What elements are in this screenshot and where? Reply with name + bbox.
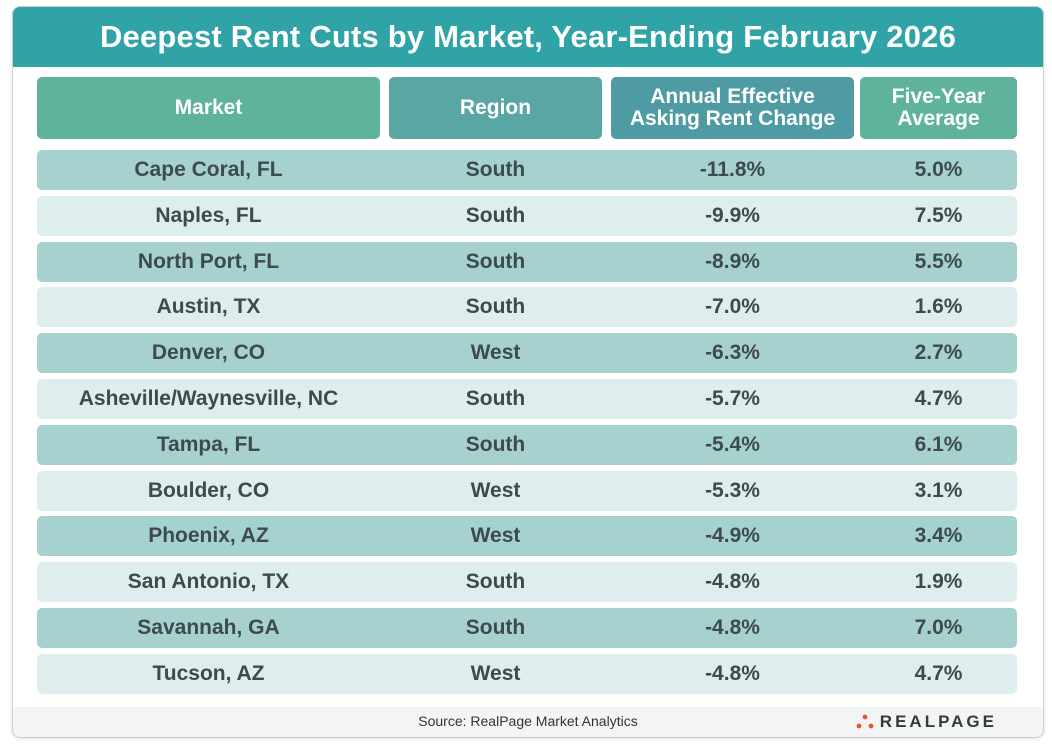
chart-title-bar: Deepest Rent Cuts by Market, Year-Ending… (13, 7, 1043, 67)
cell-market: Asheville/Waynesville, NC (78, 387, 339, 410)
cell-five-year-average: 1.6% (914, 295, 963, 318)
cell-region: South (465, 433, 526, 456)
cell-five-year-average: 4.7% (914, 662, 963, 685)
cell-market: San Antonio, TX (127, 570, 290, 593)
cell-market: North Port, FL (137, 250, 280, 273)
cell-annual-change: -7.0% (705, 295, 760, 318)
cell-five-year-average: 7.5% (914, 204, 963, 227)
column-header-annual-line2: Asking Rent Change (629, 107, 836, 130)
table-row: Boulder, CO West -5.3% 3.1% (37, 471, 1017, 511)
table-row: Cape Coral, FL South -11.8% 5.0% (37, 150, 1017, 190)
cell-region: South (465, 250, 526, 273)
cell-five-year-average: 5.5% (914, 250, 963, 273)
cell-five-year-average: 7.0% (914, 616, 963, 639)
cell-market: Boulder, CO (147, 479, 270, 502)
cell-region: South (465, 204, 526, 227)
cell-region: West (470, 662, 521, 685)
source-note: Source: RealPage Market Analytics (418, 713, 638, 729)
column-header-region: Region (389, 77, 602, 139)
table-row: Tampa, FL South -5.4% 6.1% (37, 425, 1017, 465)
cell-market: Phoenix, AZ (148, 524, 269, 547)
table-row: Tucson, AZ West -4.8% 4.7% (37, 654, 1017, 694)
realpage-logo: REALPAGE (856, 712, 997, 732)
cell-market: Cape Coral, FL (134, 158, 283, 181)
cell-annual-change: -4.9% (705, 524, 760, 547)
cell-market: Tucson, AZ (152, 662, 265, 685)
column-header-avg-line2: Average (897, 107, 980, 130)
cell-market: Denver, CO (151, 341, 266, 364)
cell-region: West (470, 524, 521, 547)
cell-annual-change: -4.8% (705, 616, 760, 639)
table-row: Austin, TX South -7.0% 1.6% (37, 287, 1017, 327)
table-row: Savannah, GA South -4.8% 7.0% (37, 608, 1017, 648)
column-header-annual-change: Annual Effective Asking Rent Change (611, 77, 854, 139)
cell-five-year-average: 3.4% (914, 524, 963, 547)
cell-annual-change: -11.8% (699, 158, 766, 181)
cell-market: Savannah, GA (137, 616, 280, 639)
cell-annual-change: -5.4% (705, 433, 760, 456)
cell-market: Naples, FL (155, 204, 262, 227)
footer: Source: RealPage Market Analytics REALPA… (13, 707, 1043, 737)
cell-annual-change: -6.3% (705, 341, 760, 364)
table-row: San Antonio, TX South -4.8% 1.9% (37, 562, 1017, 602)
table-row: Naples, FL South -9.9% 7.5% (37, 196, 1017, 236)
cell-annual-change: -9.9% (705, 204, 760, 227)
table-row: Asheville/Waynesville, NC South -5.7% 4.7% (37, 379, 1017, 419)
column-header-market-label: Market (174, 96, 243, 119)
chart-title: Deepest Rent Cuts by Market, Year-Ending… (99, 19, 957, 54)
realpage-dots-icon (856, 714, 874, 729)
realpage-logo-text: REALPAGE (879, 712, 997, 731)
column-header-annual-line1: Annual Effective (650, 85, 815, 108)
table-row: Denver, CO West -6.3% 2.7% (37, 333, 1017, 373)
column-header-avg-line1: Five-Year (891, 85, 986, 108)
column-header-five-year-average: Five-Year Average (860, 77, 1017, 139)
cell-annual-change: -5.7% (705, 387, 760, 410)
cell-five-year-average: 3.1% (914, 479, 963, 502)
cell-region: South (465, 387, 526, 410)
cell-annual-change: -8.9% (705, 250, 760, 273)
cell-annual-change: -4.8% (705, 570, 760, 593)
cell-five-year-average: 4.7% (914, 387, 963, 410)
cell-region: South (465, 570, 526, 593)
column-header-region-label: Region (459, 96, 532, 119)
cell-region: West (470, 479, 521, 502)
cell-five-year-average: 2.7% (914, 341, 963, 364)
column-header-market: Market (37, 77, 380, 139)
cell-five-year-average: 6.1% (914, 433, 963, 456)
table-row: Phoenix, AZ West -4.9% 3.4% (37, 516, 1017, 556)
cell-annual-change: -5.3% (705, 479, 760, 502)
cell-region: South (465, 616, 526, 639)
cell-region: West (470, 341, 521, 364)
cell-market: Tampa, FL (156, 433, 261, 456)
cell-region: South (465, 295, 526, 318)
cell-region: South (465, 158, 526, 181)
chart-card: Deepest Rent Cuts by Market, Year-Ending… (12, 6, 1044, 738)
cell-market: Austin, TX (156, 295, 261, 318)
cell-five-year-average: 1.9% (914, 570, 963, 593)
cell-five-year-average: 5.0% (914, 158, 963, 181)
cell-annual-change: -4.8% (705, 662, 760, 685)
table-row: North Port, FL South -8.9% 5.5% (37, 242, 1017, 282)
